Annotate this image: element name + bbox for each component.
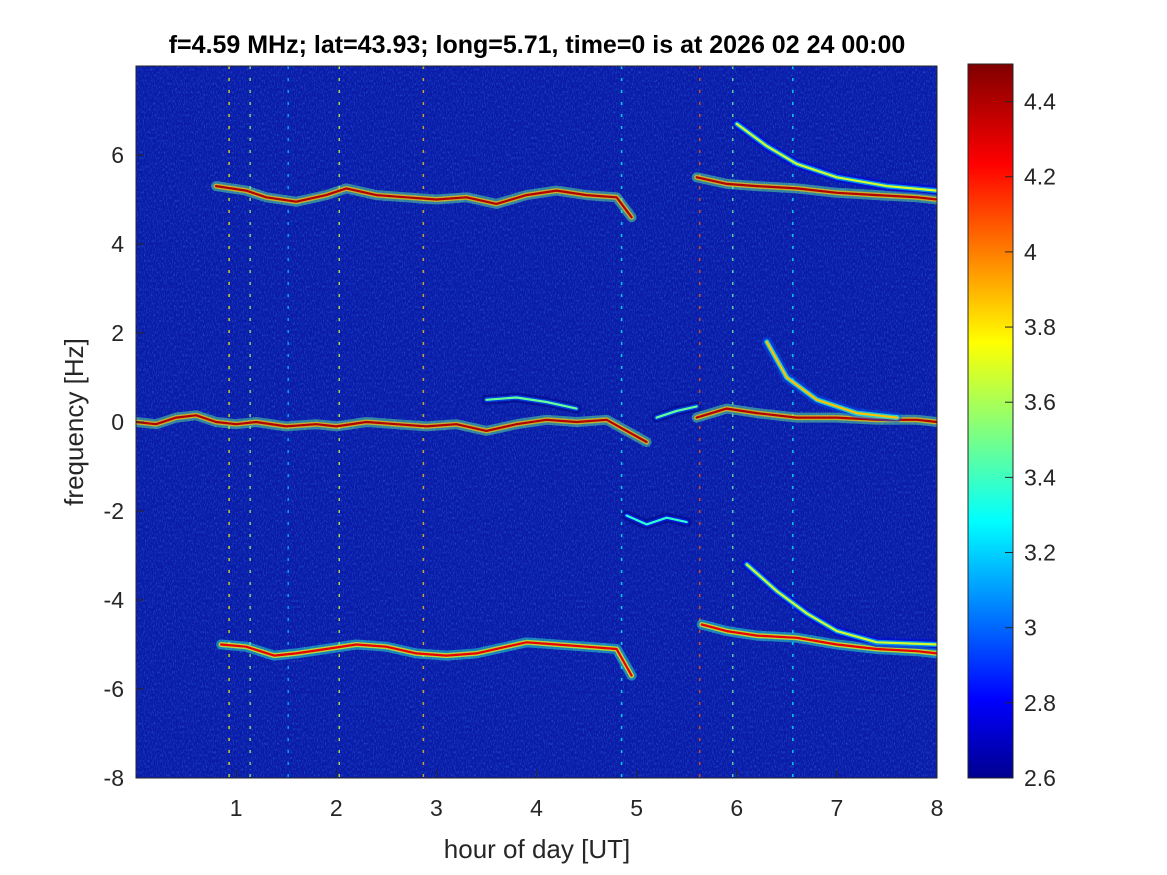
y-tick-label: 6 xyxy=(111,142,124,168)
x-tick-label: 7 xyxy=(830,795,843,821)
trace-core xyxy=(136,414,648,444)
colorbar-tick-label: 4.2 xyxy=(1024,164,1056,190)
x-axis: 1 2 3 4 5 6 7 8 xyxy=(230,770,944,821)
trace-core xyxy=(220,641,633,677)
trace-core xyxy=(695,407,937,424)
y-axis: -8 -6 -4 -2 0 2 4 6 xyxy=(104,142,144,791)
colorbar-tick-label: 3.4 xyxy=(1024,464,1056,490)
plot-area xyxy=(135,65,938,779)
colorbar-tick-label: 3.6 xyxy=(1024,389,1056,415)
y-tick-label: 0 xyxy=(111,409,124,435)
trace-core xyxy=(625,514,688,526)
y-axis-label: frequency [Hz] xyxy=(59,338,89,506)
signal-traces xyxy=(136,118,937,681)
trace-core xyxy=(765,340,898,419)
colorbar: 2.6 2.8 3 3.2 3.4 3.6 3.8 4 4.2 4.4 xyxy=(967,63,1056,791)
y-tick-label: -2 xyxy=(104,498,124,524)
trace-core xyxy=(215,185,633,219)
trace-core xyxy=(700,623,937,655)
y-tick-label: -6 xyxy=(104,676,124,702)
colorbar-tick-label: 3.8 xyxy=(1024,314,1056,340)
colorbar-tick-label: 4.4 xyxy=(1024,89,1056,115)
colorbar-gradient xyxy=(967,63,1014,779)
x-axis-label: hour of day [UT] xyxy=(444,834,630,864)
x-tick-label: 2 xyxy=(330,795,343,821)
x-tick-label: 4 xyxy=(530,795,543,821)
x-tick-label: 1 xyxy=(230,795,243,821)
colorbar-ticks: 2.6 2.8 3 3.2 3.4 3.6 3.8 4 4.2 4.4 xyxy=(1005,89,1056,791)
colorbar-tick-label: 3.2 xyxy=(1024,540,1056,566)
colorbar-tick-label: 3 xyxy=(1024,615,1037,641)
x-tick-label: 6 xyxy=(730,795,743,821)
trace-core xyxy=(695,176,937,201)
y-tick-label: 4 xyxy=(111,231,124,257)
x-tick-label: 5 xyxy=(630,795,643,821)
colorbar-tick-label: 2.6 xyxy=(1024,765,1056,791)
trace-core xyxy=(655,405,698,419)
trace-core xyxy=(745,563,937,646)
trace-core xyxy=(735,122,937,192)
y-tick-label: -8 xyxy=(104,765,124,791)
colorbar-tick-label: 4 xyxy=(1024,239,1037,265)
x-tick-label: 8 xyxy=(931,795,944,821)
colorbar-tick-label: 2.8 xyxy=(1024,690,1056,716)
y-tick-label: 2 xyxy=(111,320,124,346)
chart-title: f=4.59 MHz; lat=43.93; long=5.71, time=0… xyxy=(169,31,906,59)
y-tick-label: -4 xyxy=(104,587,125,613)
x-tick-label: 3 xyxy=(430,795,443,821)
trace-core xyxy=(485,396,578,410)
